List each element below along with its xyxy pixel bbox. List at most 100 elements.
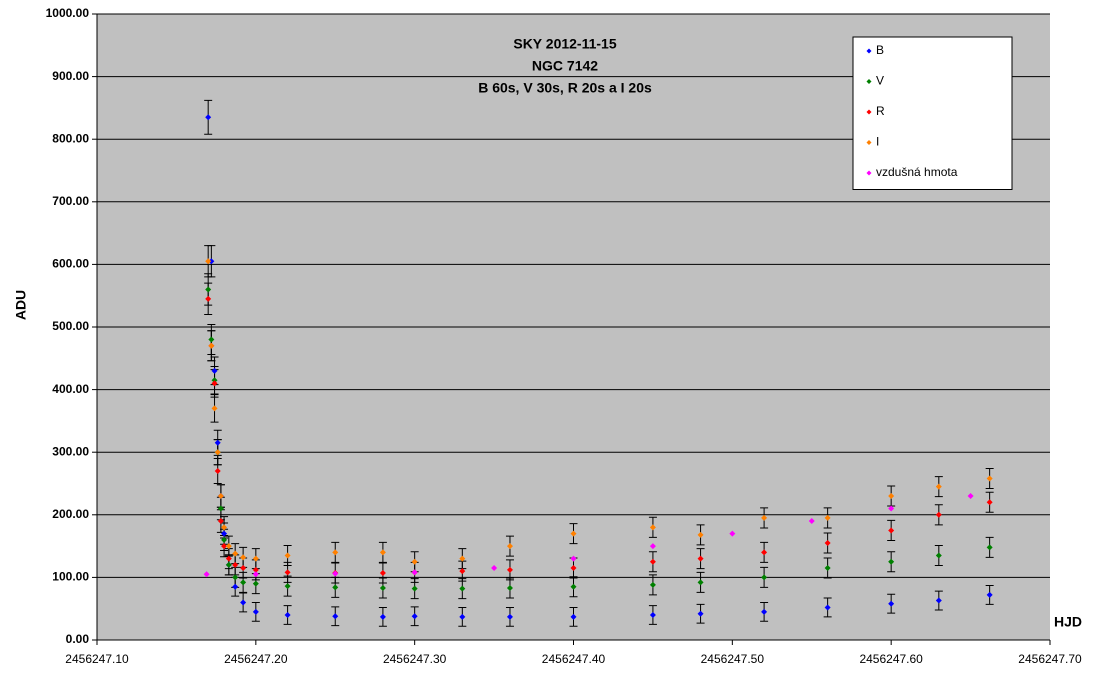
point <box>697 579 704 586</box>
point <box>761 608 768 615</box>
point <box>888 600 895 607</box>
point <box>888 558 895 565</box>
y-tick-label: 0.00 <box>66 632 90 646</box>
point <box>459 613 466 620</box>
point <box>211 405 218 412</box>
point <box>214 467 221 474</box>
y-tick-label: 600.00 <box>52 257 89 271</box>
point <box>208 258 215 265</box>
point <box>411 613 418 620</box>
point <box>284 583 291 590</box>
legend-marker <box>866 79 872 84</box>
point <box>332 584 339 591</box>
point <box>935 483 942 490</box>
points <box>203 114 993 620</box>
point <box>761 514 768 521</box>
point <box>203 571 210 578</box>
point <box>205 295 212 302</box>
x-tick-label: 2456247.20 <box>224 652 288 666</box>
point <box>649 611 656 618</box>
point <box>221 543 228 550</box>
point <box>411 585 418 592</box>
point <box>221 536 228 543</box>
point <box>211 380 218 387</box>
point <box>205 258 212 265</box>
point <box>232 561 239 568</box>
point <box>379 549 386 556</box>
point <box>986 475 993 482</box>
point <box>506 585 513 592</box>
point <box>570 555 577 562</box>
legend-marker <box>866 109 872 115</box>
legend-label: V <box>876 74 884 88</box>
y-tick-label: 900.00 <box>52 69 89 83</box>
point <box>506 613 513 620</box>
point <box>824 539 831 546</box>
point <box>570 565 577 572</box>
x-tick-label: 2456247.60 <box>859 652 923 666</box>
legend-label: B <box>876 43 884 57</box>
point <box>214 439 221 446</box>
y-tick-label: 500.00 <box>52 319 89 333</box>
point <box>986 591 993 598</box>
point <box>208 336 215 343</box>
point <box>205 114 212 121</box>
point <box>252 571 259 578</box>
point <box>935 511 942 518</box>
point <box>935 597 942 604</box>
point <box>379 585 386 592</box>
point <box>697 531 704 538</box>
point <box>240 599 247 606</box>
point <box>284 569 291 576</box>
point <box>506 543 513 550</box>
point <box>808 518 815 525</box>
legend-label: I <box>876 135 879 149</box>
y-tick-label: 200.00 <box>52 507 89 521</box>
point <box>211 377 218 384</box>
legend-label: R <box>876 104 885 118</box>
point <box>225 555 232 562</box>
y-tick-label: 1000.00 <box>46 6 90 20</box>
point <box>411 558 418 565</box>
point <box>888 527 895 534</box>
point <box>459 568 466 575</box>
legend-marker <box>866 48 872 54</box>
point <box>761 574 768 581</box>
point <box>225 543 232 550</box>
point <box>729 530 736 537</box>
point <box>824 565 831 572</box>
point <box>214 449 221 456</box>
point <box>697 555 704 562</box>
point <box>232 574 239 581</box>
legend-marker <box>866 170 872 176</box>
point <box>491 565 498 572</box>
y-tick-label: 400.00 <box>52 382 89 396</box>
point <box>649 543 656 550</box>
x-tick-label: 2456247.50 <box>701 652 765 666</box>
point <box>459 555 466 562</box>
point <box>649 558 656 565</box>
error-bars <box>204 99 994 627</box>
point <box>232 583 239 590</box>
point <box>332 570 339 577</box>
point <box>570 613 577 620</box>
point <box>888 493 895 500</box>
point <box>935 552 942 559</box>
x-tick-label: 2456247.40 <box>542 652 606 666</box>
point <box>208 342 215 349</box>
point <box>217 518 224 525</box>
legend-marker <box>866 140 872 145</box>
point <box>240 579 247 586</box>
x-tick-label: 2456247.10 <box>65 652 129 666</box>
legend-label: vzdušná hmota <box>876 165 958 179</box>
point <box>411 569 418 576</box>
point <box>221 530 228 537</box>
chart-title: NGC 7142 <box>532 58 598 74</box>
y-axis-label: ADU <box>13 290 29 320</box>
point <box>252 580 259 587</box>
point <box>379 570 386 577</box>
y-tick-label: 300.00 <box>52 444 89 458</box>
point <box>379 613 386 620</box>
